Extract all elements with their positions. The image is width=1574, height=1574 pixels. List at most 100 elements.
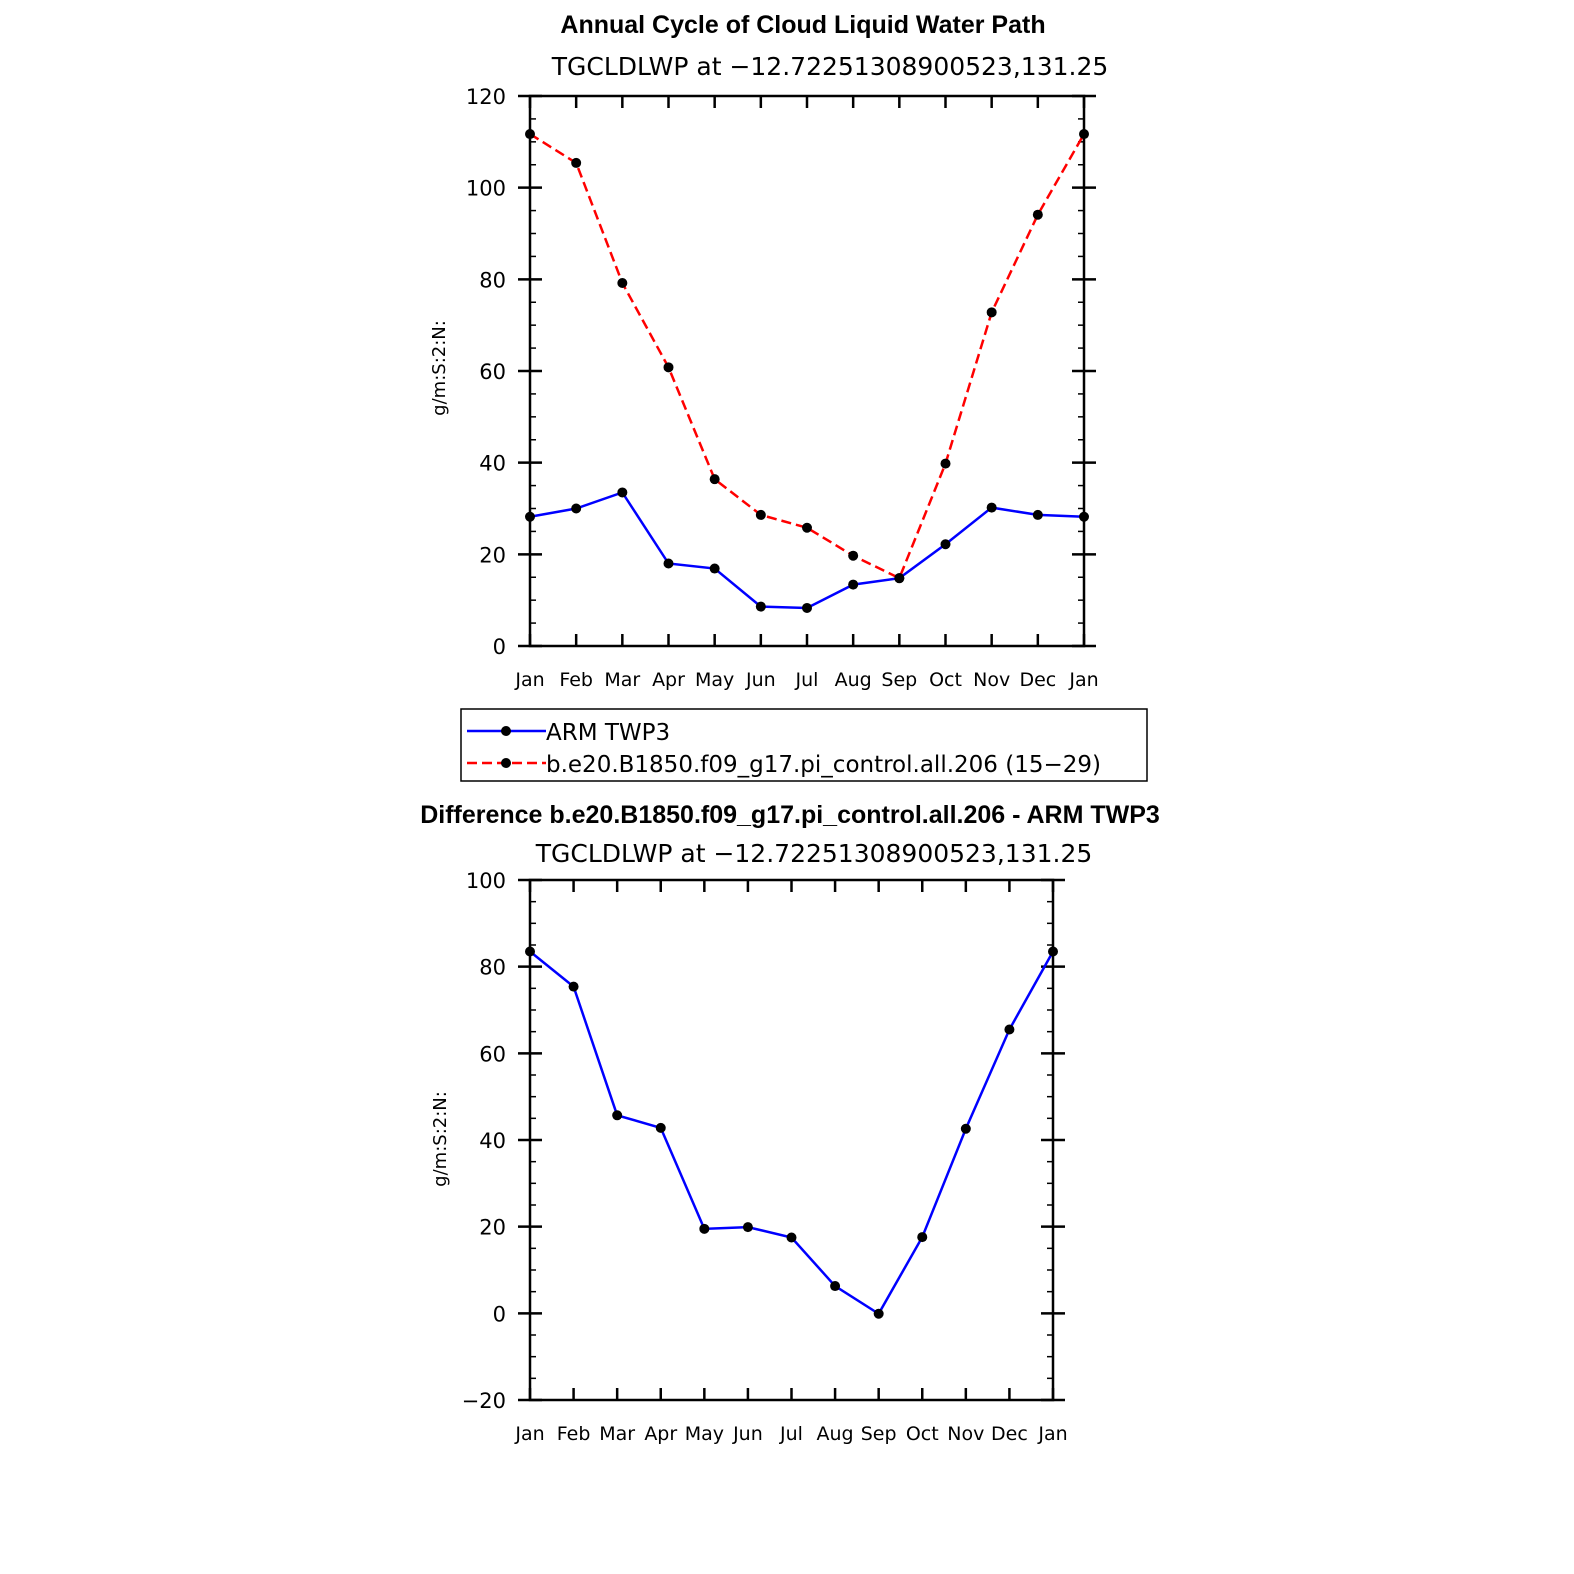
legend-box xyxy=(460,708,1148,782)
p2-series-0-point xyxy=(742,1222,753,1233)
p2-ytick-label: −20 xyxy=(462,1389,506,1413)
legend-swatch-arm-marker xyxy=(501,726,511,736)
p2-ytick-label: 80 xyxy=(479,956,506,980)
p2-series-0-point xyxy=(917,1232,928,1243)
p1-series-0-point xyxy=(755,601,766,612)
p2-xtick-label: Aug xyxy=(817,1423,854,1445)
p1-series-0-point xyxy=(848,579,859,590)
p1-ytick-label: 60 xyxy=(479,360,506,384)
p1-series-1-point xyxy=(894,573,905,584)
p1-series-1-point xyxy=(709,474,720,485)
p2-ytick-label: 0 xyxy=(493,1302,506,1326)
p2-ytick-label: 100 xyxy=(466,869,506,893)
p1-ytick-label: 20 xyxy=(479,543,506,567)
p2-series-0-point xyxy=(655,1122,666,1133)
p2-series-0-point xyxy=(830,1281,841,1292)
legend-label-arm: ARM TWP3 xyxy=(546,720,670,746)
p2-ytick-label: 40 xyxy=(479,1129,506,1153)
p1-series-1-point xyxy=(1032,209,1043,220)
p2-series-line-0 xyxy=(529,950,1055,1316)
p2-xtick-label: Nov xyxy=(947,1423,984,1445)
p2-xtick-label: Oct xyxy=(906,1423,939,1445)
p2-xtick-label: Feb xyxy=(557,1423,591,1445)
p1-series-0-point xyxy=(1079,511,1089,522)
p2-series-0-point xyxy=(568,981,579,992)
p1-xtick-label: Jan xyxy=(514,669,544,691)
p2-series-0-point xyxy=(960,1123,971,1134)
p1-series-line-1 xyxy=(529,132,1086,580)
p1-series-0-point xyxy=(525,511,535,522)
p1-series-1-point xyxy=(525,129,535,140)
p1-ytick-label: 100 xyxy=(466,177,506,201)
p1-ytick-label: 120 xyxy=(466,85,506,109)
p1-series-1-point xyxy=(848,550,859,561)
annual-cycle-panel: Annual Cycle of Cloud Liquid Water Path … xyxy=(429,11,1108,691)
p1-xtick-label: Mar xyxy=(604,669,640,691)
p1-xtick-label: Aug xyxy=(835,669,872,691)
p1-xtick-label: May xyxy=(695,669,734,691)
panel2-axes: Jan Feb Mar Apr May Jun Jul Aug Sep Oct Nov Dec Jan−… xyxy=(462,869,1068,1445)
p1-xtick-label: Oct xyxy=(929,669,962,691)
p1-series-0-point xyxy=(617,487,628,498)
p1-plot-frame xyxy=(528,94,1086,648)
p2-xtick-label: Dec xyxy=(991,1423,1028,1445)
p2-ytick-label: 60 xyxy=(479,1042,506,1066)
p2-xtick-label: Jun xyxy=(732,1423,763,1445)
p2-series-0-point xyxy=(786,1232,797,1243)
p1-ytick-label: 40 xyxy=(479,452,506,476)
p2-xtick-label: Apr xyxy=(644,1423,677,1445)
p1-series-0-point xyxy=(802,602,812,613)
panel2-subtitle: TGCLDLWP at −12.72251308900523,131.25 xyxy=(535,839,1093,868)
legend-entry-model: b.e20.B1850.f09_g17.pi_control.all.206 (… xyxy=(467,752,1101,778)
panel1-subtitle: TGCLDLWP at −12.72251308900523,131.25 xyxy=(551,52,1109,81)
p1-xtick-label: Feb xyxy=(559,669,593,691)
panel1-axes: Jan Feb Mar Apr May Jun Jul Aug Sep Oct Nov Dec Jan 0… xyxy=(466,85,1099,691)
panel2-plot-area xyxy=(525,946,1058,1319)
p1-series-0-point xyxy=(663,558,674,569)
p1-series-1-point xyxy=(617,278,628,288)
p1-series-1-point xyxy=(1079,129,1089,140)
p1-series-1-point xyxy=(571,157,582,168)
p1-ytick-label: 80 xyxy=(479,268,506,292)
panel2-ylabel: g/m:S:2:N: xyxy=(430,1091,451,1187)
p1-series-1-point xyxy=(802,522,812,533)
p2-ytick-label: 20 xyxy=(479,1216,506,1240)
legend-swatch-model-marker xyxy=(501,758,511,768)
p1-series-1-point xyxy=(663,362,674,373)
p2-xtick-label: May xyxy=(685,1423,724,1445)
p2-xtick-label: Jul xyxy=(779,1423,803,1445)
panel1-title: Annual Cycle of Cloud Liquid Water Path xyxy=(560,11,1045,39)
difference-panel: Difference b.e20.B1850.f09_g17.pi_contro… xyxy=(420,801,1160,1445)
panel1-ylabel: g/m:S:2:N: xyxy=(429,320,450,416)
p1-series-0-point xyxy=(940,539,951,550)
p1-series-1-point xyxy=(986,307,997,318)
p1-xtick-label: Jun xyxy=(745,669,776,691)
p2-xtick-label: Jan xyxy=(514,1423,544,1445)
p1-xtick-label: Dec xyxy=(1019,669,1056,691)
p2-series-0-point xyxy=(1004,1024,1015,1035)
p2-series-0-point xyxy=(612,1110,623,1121)
p2-series-0-point xyxy=(699,1223,710,1234)
p1-series-1-point xyxy=(755,509,766,520)
p1-xtick-label: Jan xyxy=(1068,669,1098,691)
panel1-plot-area xyxy=(525,129,1089,613)
p2-xtick-label: Sep xyxy=(861,1423,897,1445)
p1-xtick-label: Sep xyxy=(881,669,917,691)
p1-series-0-point xyxy=(1032,509,1043,520)
p1-series-line-0 xyxy=(529,490,1085,610)
p2-series-0-point xyxy=(873,1308,884,1319)
p1-ytick-label: 0 xyxy=(493,635,506,659)
p1-series-0-point xyxy=(986,502,997,513)
legend-entry-arm: ARM TWP3 xyxy=(467,720,670,746)
p1-series-1-point xyxy=(940,458,951,469)
p1-xtick-label: Apr xyxy=(652,669,685,691)
p1-xtick-label: Nov xyxy=(973,669,1010,691)
p2-series-0-point xyxy=(525,946,535,957)
p1-xtick-label: Jul xyxy=(795,669,819,691)
p2-xtick-label: Mar xyxy=(599,1423,635,1445)
legend: ARM TWP3 b.e20.B1850.f09_g17.pi_control.… xyxy=(460,708,1148,782)
p2-xtick-label: Jan xyxy=(1037,1423,1067,1445)
p2-series-0-point xyxy=(1048,946,1058,957)
p1-series-0-point xyxy=(571,503,582,514)
